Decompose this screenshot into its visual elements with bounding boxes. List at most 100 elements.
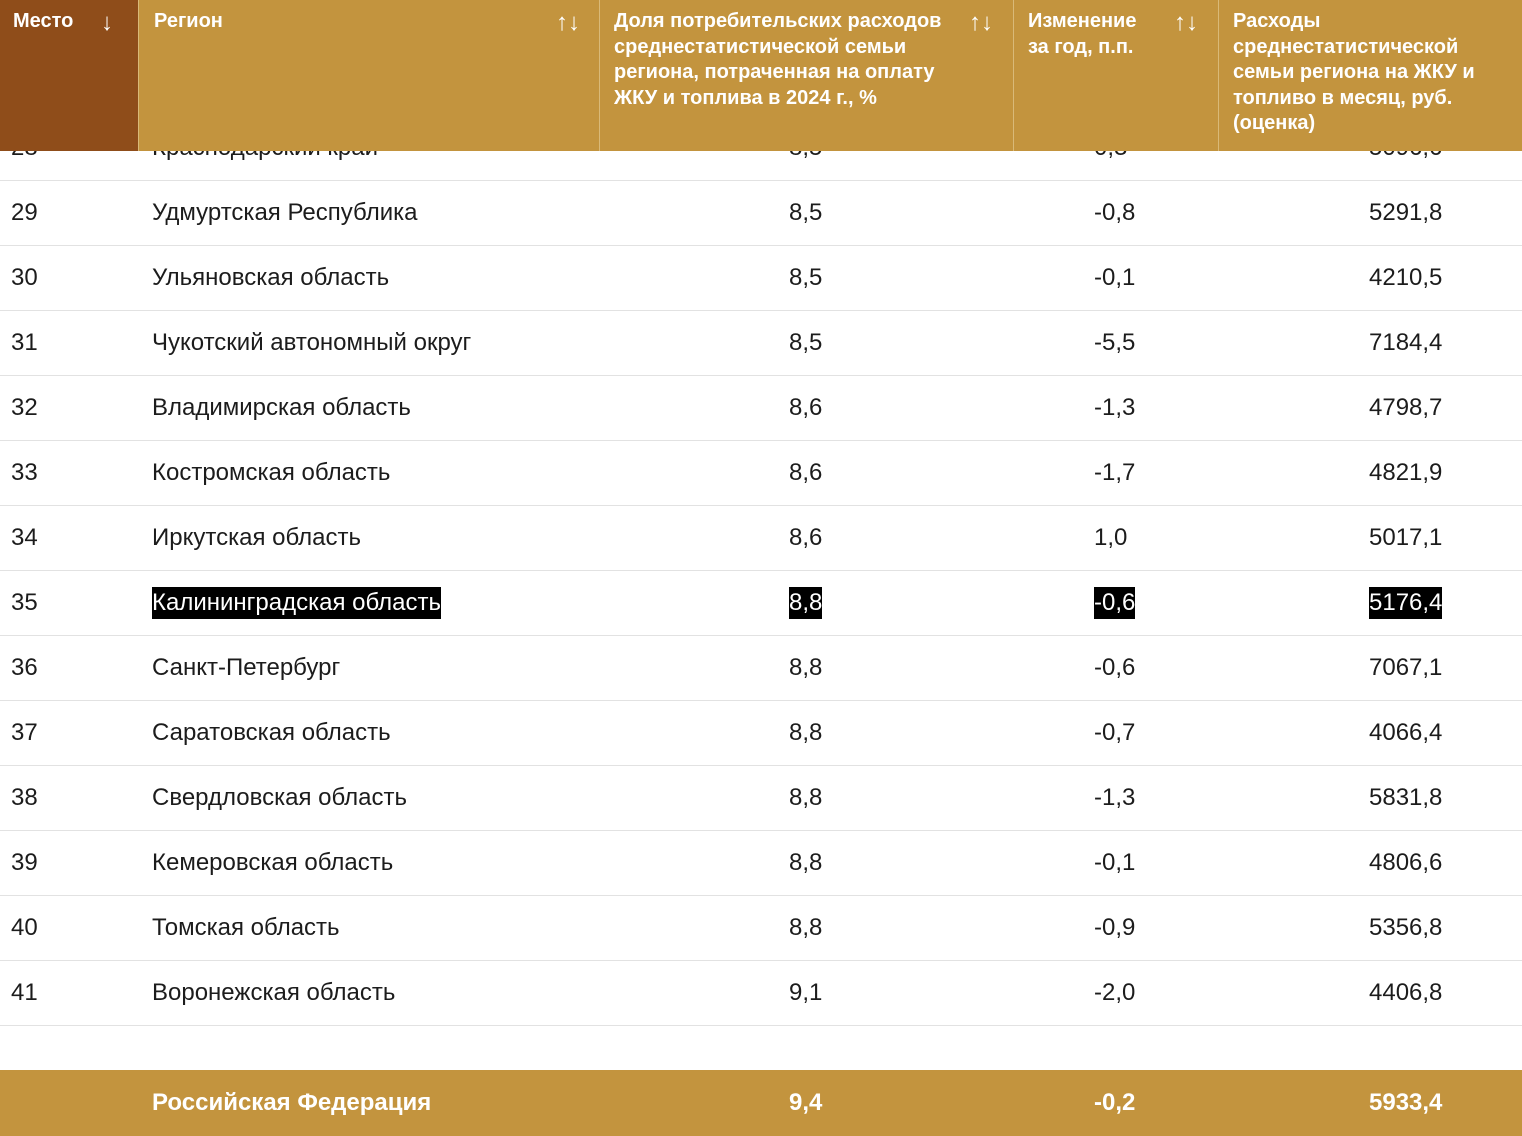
cost-cell: 5176,4: [1369, 587, 1443, 619]
change-cell: -0,6: [1094, 587, 1136, 619]
share-cell: 8,8: [789, 784, 823, 811]
cost-cell: 5017,1: [1369, 524, 1443, 551]
table-row: 37 Саратовская область 8,8 -0,7 4066,4: [0, 701, 1522, 766]
share-cell: 8,5: [789, 329, 823, 356]
column-header-change[interactable]: Изменение за год, п.п. ↑↓: [1013, 0, 1218, 151]
column-header-label: Место: [13, 10, 74, 32]
rank-cell: 28: [11, 151, 38, 164]
table-row: 29 Удмуртская Республика 8,5 -0,8 5291,8: [0, 181, 1522, 246]
share-cell: 8,8: [789, 654, 823, 681]
rank-cell: 35: [11, 589, 38, 616]
table-row: 39 Кемеровская область 8,8 -0,1 4806,6: [0, 831, 1522, 896]
cost-cell: 4210,5: [1369, 264, 1443, 291]
change-cell: -0,6: [1094, 654, 1136, 681]
table-row: 31 Чукотский автономный округ 8,5 -5,5 7…: [0, 311, 1522, 376]
share-cell: 8,8: [789, 719, 823, 746]
change-cell: 1,0: [1094, 524, 1128, 551]
share-cell: 8,5: [789, 264, 823, 291]
cost-cell: 4066,4: [1369, 719, 1443, 746]
change-cell: -1,3: [1094, 784, 1136, 811]
rank-cell: 29: [11, 199, 38, 226]
region-cell: Удмуртская Республика: [152, 199, 418, 226]
table-rows: 28 Краснодарский край 8,5 0,3 5096,6 29 …: [0, 151, 1522, 1026]
region-cell: Ульяновская область: [152, 264, 390, 291]
rank-cell: 32: [11, 394, 38, 421]
column-header-label: Изменение за год, п.п.: [1028, 10, 1137, 58]
change-cell: -0,8: [1094, 199, 1136, 226]
table-row: 38 Свердловская область 8,8 -1,3 5831,8: [0, 766, 1522, 831]
region-cell: Кемеровская область: [152, 849, 394, 876]
rank-cell: 39: [11, 849, 38, 876]
table-body: 28 Краснодарский край 8,5 0,3 5096,6 29 …: [0, 151, 1522, 1118]
column-header-cost[interactable]: Расходы среднестатистической семьи регио…: [1218, 0, 1522, 151]
change-cell: -0,1: [1094, 849, 1136, 876]
region-cell: Томская область: [152, 914, 340, 941]
column-header-label: Расходы среднестатистической семьи регио…: [1233, 10, 1475, 134]
sort-icon[interactable]: ↑↓: [969, 9, 993, 36]
cost-cell: 5356,8: [1369, 914, 1443, 941]
region-cell: Воронежская область: [152, 979, 396, 1006]
cost-cell: 4798,7: [1369, 394, 1443, 421]
change-cell: -1,7: [1094, 459, 1136, 486]
table-header: Место ↓ Регион ↑↓ Доля потребительских р…: [0, 0, 1522, 151]
table-row: 36 Санкт-Петербург 8,8 -0,6 7067,1: [0, 636, 1522, 701]
change-cell: -0,7: [1094, 719, 1136, 746]
cost-cell: 5831,8: [1369, 784, 1443, 811]
change-cell: -5,5: [1094, 329, 1136, 356]
rank-cell: 37: [11, 719, 38, 746]
column-header-region[interactable]: Регион ↑↓: [138, 0, 599, 151]
sort-descending-icon[interactable]: ↓: [101, 9, 113, 36]
rank-cell: 33: [11, 459, 38, 486]
region-cell: Костромская область: [152, 459, 391, 486]
change-cell: 0,3: [1094, 151, 1127, 164]
table-total-row: Российская Федерация 9,4 -0,2 5933,4: [0, 1070, 1522, 1136]
table-row: 28 Краснодарский край 8,5 0,3 5096,6: [0, 151, 1522, 181]
sort-icon[interactable]: ↑↓: [556, 9, 580, 36]
share-cell: 8,5: [789, 151, 822, 164]
column-header-label: Регион: [154, 10, 223, 32]
cost-cell: 7184,4: [1369, 329, 1443, 356]
cost-cell: 7067,1: [1369, 654, 1443, 681]
table-row: 40 Томская область 8,8 -0,9 5356,8: [0, 896, 1522, 961]
rank-cell: 40: [11, 914, 38, 941]
rank-cell: 38: [11, 784, 38, 811]
column-header-label: Доля потребительских расходов среднестат…: [614, 10, 942, 109]
column-header-share[interactable]: Доля потребительских расходов среднестат…: [599, 0, 1013, 151]
region-cell: Саратовская область: [152, 719, 391, 746]
cost-cell: 4406,8: [1369, 979, 1443, 1006]
region-cell: Чукотский автономный округ: [152, 329, 472, 356]
region-cell: Калининградская область: [152, 587, 442, 619]
region-cell: Свердловская область: [152, 784, 407, 811]
rank-cell: 36: [11, 654, 38, 681]
table-row: 41 Воронежская область 9,1 -2,0 4406,8: [0, 961, 1522, 1026]
cost-cell: 5291,8: [1369, 199, 1443, 226]
share-cell: 8,6: [789, 524, 823, 551]
column-header-rank[interactable]: Место ↓: [0, 0, 138, 151]
cost-cell: 5933,4: [1369, 1089, 1443, 1116]
share-cell: 8,8: [789, 914, 823, 941]
change-cell: -0,2: [1094, 1089, 1136, 1116]
rank-cell: 30: [11, 264, 38, 291]
region-cell: Владимирская область: [152, 394, 411, 421]
sort-icon[interactable]: ↑↓: [1174, 9, 1198, 36]
table-row: 32 Владимирская область 8,6 -1,3 4798,7: [0, 376, 1522, 441]
change-cell: -1,3: [1094, 394, 1136, 421]
rank-cell: 41: [11, 979, 38, 1006]
table-row-highlighted: 35 Калининградская область 8,8 -0,6 5176…: [0, 571, 1522, 636]
region-cell: Иркутская область: [152, 524, 361, 551]
table-row: 34 Иркутская область 8,6 1,0 5017,1: [0, 506, 1522, 571]
cost-cell: 4821,9: [1369, 459, 1443, 486]
region-cell: Краснодарский край: [152, 151, 378, 164]
share-cell: 8,6: [789, 459, 823, 486]
table-row: 30 Ульяновская область 8,5 -0,1 4210,5: [0, 246, 1522, 311]
share-cell: 8,6: [789, 394, 823, 421]
share-cell: 8,8: [789, 849, 823, 876]
change-cell: -0,9: [1094, 914, 1136, 941]
rank-cell: 31: [11, 329, 38, 356]
table-row: 33 Костромская область 8,6 -1,7 4821,9: [0, 441, 1522, 506]
share-cell: 8,5: [789, 199, 823, 226]
share-cell: 9,1: [789, 979, 823, 1006]
share-cell: 8,8: [789, 587, 823, 619]
region-cell: Санкт-Петербург: [152, 654, 341, 681]
share-cell: 9,4: [789, 1089, 823, 1116]
